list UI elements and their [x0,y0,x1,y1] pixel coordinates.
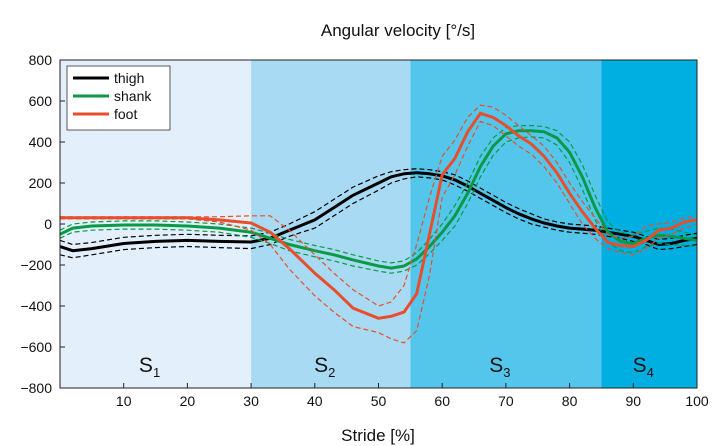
phase-label-letter: S [633,354,647,377]
series-foot-mean-line [60,111,697,320]
series-foot-upper-bound [60,104,697,307]
phase-labels: S1 S2 S3 S4 [139,354,654,380]
x-tick-label: 60 [434,393,450,409]
series-shank-upper-bound [60,125,697,264]
phase-label-subscript: 1 [153,365,160,380]
y-tick-label: −800 [20,380,52,396]
x-tick-label: 30 [243,393,259,409]
x-tick-label: 90 [626,393,642,409]
phase-band-2 [251,60,411,388]
series-shank [60,125,697,274]
y-tick-label: 800 [29,52,53,68]
x-tick-label: 80 [562,393,578,409]
y-tick-label: −600 [20,339,52,355]
phase-label-3: S3 [489,354,510,380]
legend-label-shank: shank [114,88,152,104]
x-tick-label: 40 [307,393,323,409]
series-shank-mean-line [60,129,697,270]
y-tick-label: −200 [20,257,52,273]
phase-label-subscript: 2 [328,365,335,380]
x-tick-label: 20 [180,393,196,409]
y-tick-label: 400 [29,134,53,150]
y-axis: 800 600 400 200 0 −200 −400 −600 −800 [20,52,65,396]
series-foot-lower-bound [60,120,697,344]
phase-label-1: S1 [139,354,160,380]
x-axis: 10 20 30 40 50 60 70 80 90 100 [116,383,709,409]
legend: thigh shank foot [66,65,171,131]
phase-label-subscript: 4 [647,365,654,380]
x-tick-label: 70 [498,393,514,409]
x-axis-label: Stride [%] [341,426,415,445]
series-shank-lower-bound [60,136,697,274]
y-tick-label: 200 [29,175,53,191]
series-lines [60,104,697,344]
phase-label-2: S2 [314,354,335,380]
legend-label-thigh: thigh [114,70,144,86]
series-thigh-mean-line [60,171,697,253]
phase-label-letter: S [489,354,503,377]
x-tick-label: 100 [685,393,709,409]
chart-title: Angular velocity [°/s] [321,21,475,40]
series-foot [60,104,697,344]
y-tick-label: −400 [20,298,52,314]
y-tick-label: 600 [29,93,53,109]
x-tick-label: 50 [371,393,387,409]
phase-label-letter: S [139,354,153,377]
phase-label-letter: S [314,354,328,377]
x-tick-label: 10 [116,393,132,409]
phase-label-4: S4 [633,354,654,380]
y-tick-label: 0 [44,216,52,232]
legend-label-foot: foot [114,106,137,122]
phase-label-subscript: 3 [503,365,510,380]
